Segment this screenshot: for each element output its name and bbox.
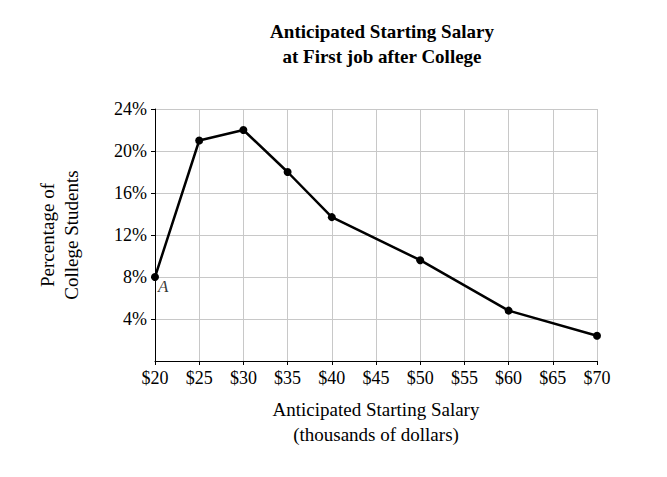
svg-text:$35: $35 xyxy=(274,368,301,388)
svg-text:$45: $45 xyxy=(363,368,390,388)
svg-text:4%: 4% xyxy=(123,309,147,329)
svg-text:$70: $70 xyxy=(584,368,611,388)
svg-text:(thousands of dollars): (thousands of dollars) xyxy=(293,424,459,446)
svg-text:$20: $20 xyxy=(142,368,169,388)
svg-text:$65: $65 xyxy=(539,368,566,388)
svg-text:Anticipated Starting Salary: Anticipated Starting Salary xyxy=(273,399,480,420)
svg-text:A: A xyxy=(157,277,169,296)
svg-text:$50: $50 xyxy=(407,368,434,388)
svg-text:$25: $25 xyxy=(186,368,213,388)
svg-text:at First job after College: at First job after College xyxy=(282,46,481,67)
svg-text:$40: $40 xyxy=(318,368,345,388)
svg-text:24%: 24% xyxy=(114,99,147,119)
svg-text:20%: 20% xyxy=(114,141,147,161)
svg-text:Percentage of: Percentage of xyxy=(37,182,58,287)
svg-text:8%: 8% xyxy=(123,267,147,287)
svg-text:16%: 16% xyxy=(114,183,147,203)
svg-text:$60: $60 xyxy=(495,368,522,388)
svg-text:Anticipated Starting Salary: Anticipated Starting Salary xyxy=(270,21,494,42)
svg-text:College Students: College Students xyxy=(61,170,82,299)
svg-text:12%: 12% xyxy=(114,225,147,245)
svg-text:$30: $30 xyxy=(230,368,257,388)
svg-text:$55: $55 xyxy=(451,368,478,388)
